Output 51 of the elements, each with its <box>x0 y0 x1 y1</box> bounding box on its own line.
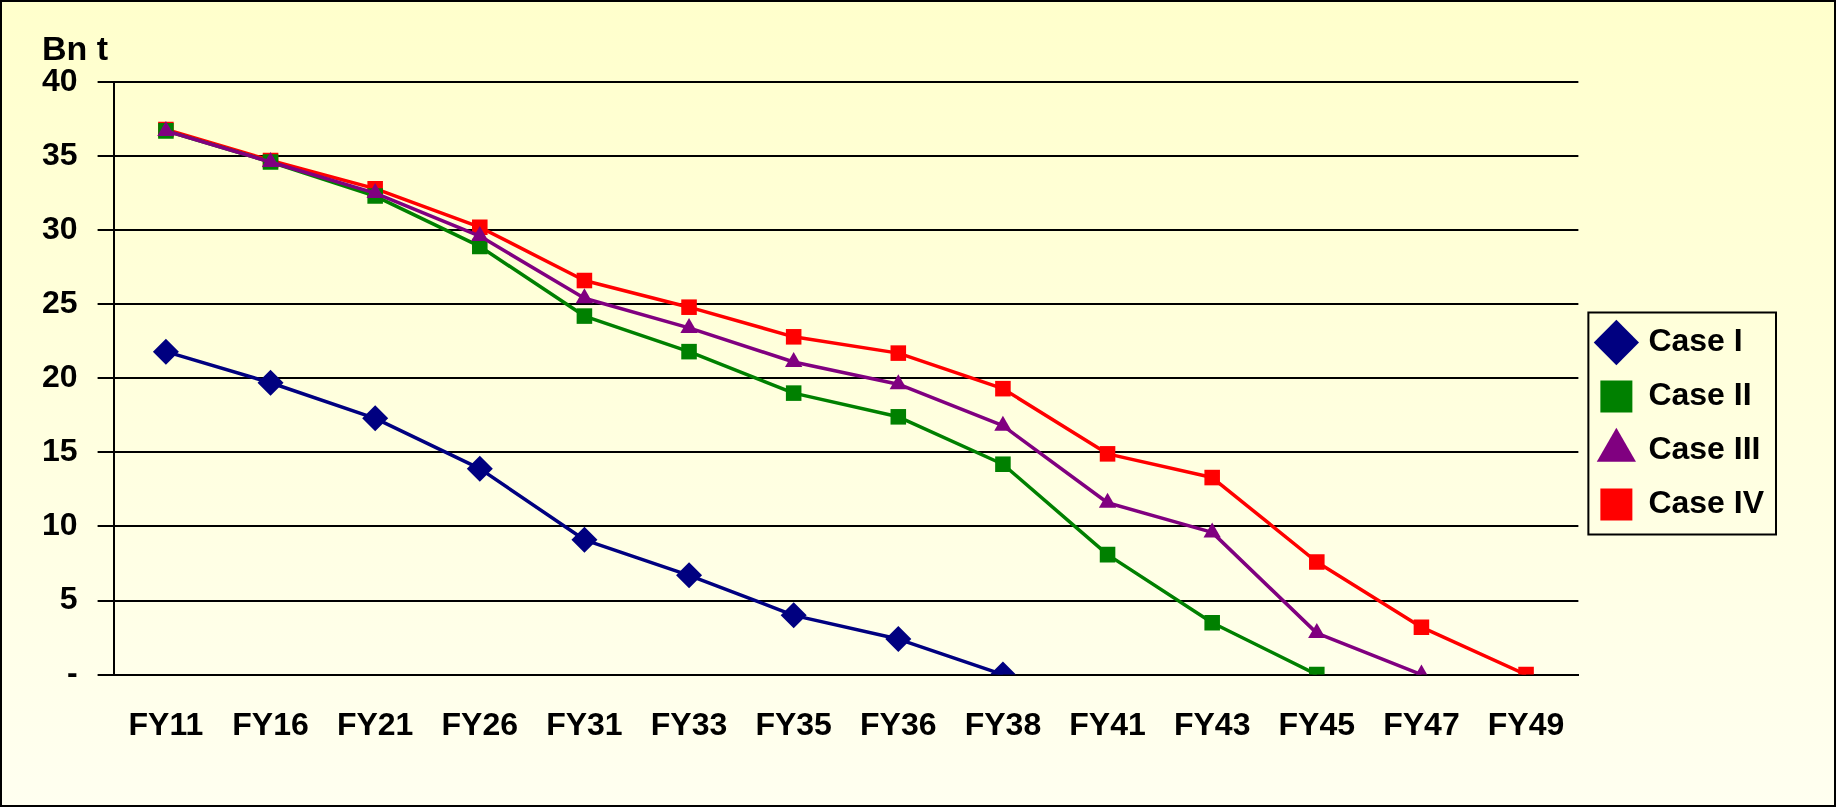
x-tick-label: FY31 <box>546 705 623 742</box>
x-tick-label: FY26 <box>441 705 519 742</box>
y-tick-label: 35 <box>42 135 78 172</box>
point <box>890 409 907 425</box>
point <box>885 626 912 653</box>
point <box>362 405 389 432</box>
y-tick-label: 25 <box>42 284 78 321</box>
point <box>466 455 493 482</box>
y-tick-label: 5 <box>59 580 78 617</box>
legend-label: Case IV <box>1648 484 1765 521</box>
legend-label: Case II <box>1648 376 1752 413</box>
point <box>890 345 907 361</box>
point <box>995 456 1011 473</box>
point <box>152 338 179 365</box>
point <box>1413 619 1430 635</box>
x-tick-label: FY36 <box>860 705 937 742</box>
x-tick-label: FY33 <box>650 705 728 742</box>
y-tick-label: 10 <box>42 506 78 543</box>
x-tick-label: FY21 <box>336 705 414 742</box>
point <box>257 369 284 396</box>
point <box>1309 554 1325 570</box>
point <box>576 272 593 289</box>
point <box>995 380 1011 397</box>
y-tick-label: - <box>66 654 78 691</box>
x-tick-label: FY35 <box>755 705 832 742</box>
point <box>571 526 598 553</box>
x-tick-label: FY45 <box>1278 705 1356 742</box>
point <box>785 329 802 345</box>
point <box>780 602 807 629</box>
x-tick-label: FY16 <box>232 705 309 742</box>
y-tick-label: 20 <box>42 358 78 395</box>
point <box>576 308 593 324</box>
legend-label: Case III <box>1648 430 1761 467</box>
x-tick-label: FY43 <box>1173 705 1251 742</box>
point <box>1204 469 1220 486</box>
x-tick-label: FY49 <box>1487 705 1565 742</box>
x-tick-label: FY47 <box>1383 705 1460 742</box>
point <box>1204 614 1220 631</box>
point <box>471 226 489 242</box>
x-tick-label: FY38 <box>964 705 1042 742</box>
x-tick-label: FY11 <box>128 705 204 742</box>
point <box>1099 546 1116 563</box>
point <box>681 299 697 315</box>
point <box>681 343 697 360</box>
point <box>785 385 802 401</box>
y-tick-label: 15 <box>42 432 78 469</box>
y-tick-label: 30 <box>42 209 78 246</box>
legend-label: Case I <box>1648 322 1743 359</box>
point <box>1099 446 1116 462</box>
point <box>676 562 703 589</box>
x-tick-label: FY41 <box>1069 705 1146 742</box>
